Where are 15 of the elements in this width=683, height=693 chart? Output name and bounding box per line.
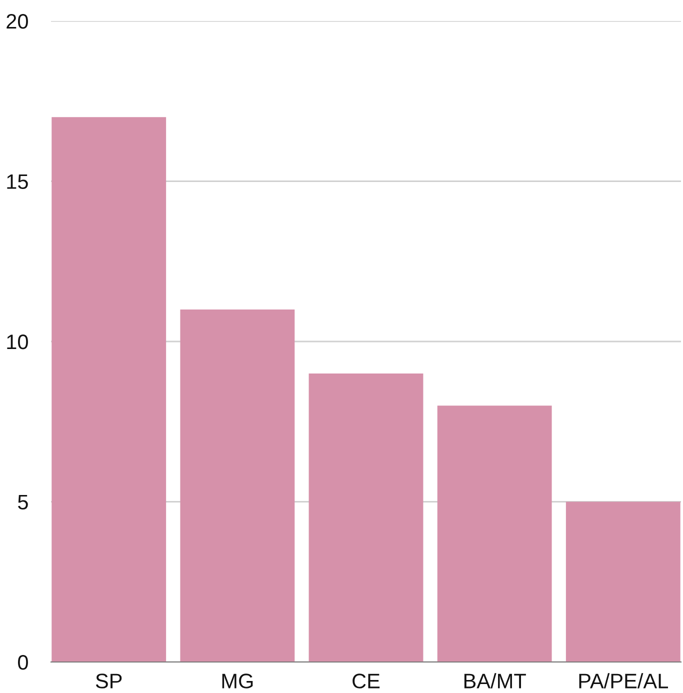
x-tick-label: CE (352, 674, 380, 688)
y-tick-label: 15 (7, 174, 28, 190)
y-tick-label: 20 (6, 14, 28, 29)
bar (437, 406, 552, 662)
y-tick-label: 5 (18, 494, 28, 510)
x-tick-label: BA/MT (464, 673, 526, 688)
y-tick-label: 0 (18, 655, 28, 670)
bar (180, 309, 295, 662)
y-tick-label: 10 (7, 334, 28, 350)
bar (52, 117, 166, 662)
x-tick-label: MG (222, 674, 253, 688)
x-tick-label: SP (96, 674, 122, 688)
bar (308, 374, 424, 662)
x-tick-label: PA/PE/AL (579, 673, 668, 688)
bar (566, 502, 680, 662)
